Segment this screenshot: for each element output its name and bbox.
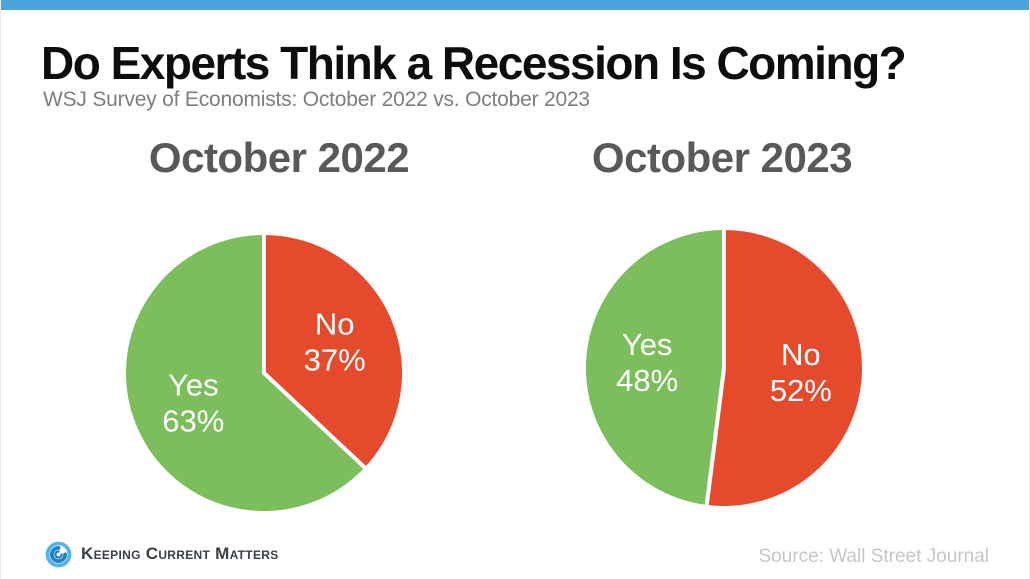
brand-name: Keeping Current Matters [81,544,279,563]
kcm-swirl-logo-icon [45,541,72,567]
slice-label-yes: Yes 48% [616,327,678,398]
page-subtitle: WSJ Survey of Economists: October 2022 v… [43,88,590,111]
brand-lockup: Keeping Current Matters [45,540,279,568]
slice-label-no: No 37% [304,306,366,377]
chart-title-october-2022: October 2022 [148,134,410,181]
source-attribution: Source: Wall Street Journal [758,546,989,567]
pie-slice-yes [582,226,726,509]
pie-slice-no [704,226,866,510]
pie-chart-october-2022: No 37% Yes 63% [122,231,407,515]
pie-slice-yes [122,231,369,515]
slice-label-yes: Yes 63% [162,368,224,439]
accent-bar-top [1,0,1029,10]
page-title: Do Experts Think a Recession Is Coming? [41,37,907,89]
pie-chart-october-2023: No 52% Yes 48% [582,226,866,510]
pie-slice-no [262,231,407,471]
slice-label-no: No 52% [770,337,832,408]
chart-title-october-2023: October 2023 [591,134,853,181]
